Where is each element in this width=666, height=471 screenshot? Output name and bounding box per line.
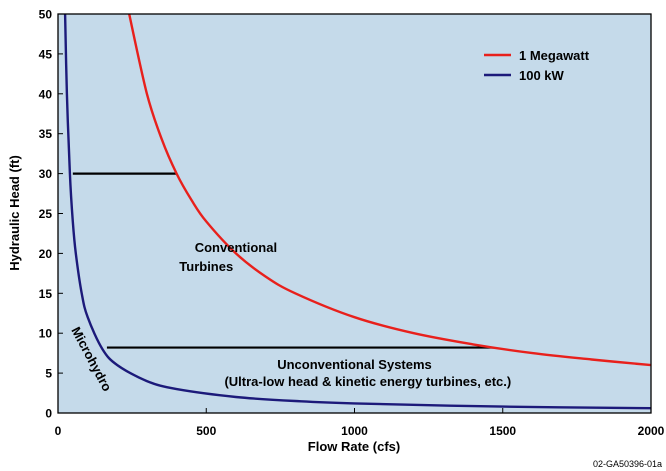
x-tick-label: 500 — [196, 424, 216, 438]
y-tick-label: 20 — [39, 247, 53, 261]
y-tick-label: 40 — [39, 87, 53, 101]
x-tick-label: 2000 — [638, 424, 665, 438]
y-tick-label: 35 — [39, 127, 53, 141]
y-tick-label: 0 — [45, 407, 52, 421]
y-tick-label: 15 — [39, 287, 53, 301]
y-tick-label: 50 — [39, 8, 53, 22]
series-lines — [63, 14, 651, 410]
legend-label-1-megawatt: 1 Megawatt — [519, 48, 590, 63]
y-tick-label: 45 — [39, 47, 53, 61]
y-tick-label: 5 — [45, 367, 52, 381]
y-tick-label: 25 — [39, 207, 53, 221]
y-axis-ticks: 0 5 10 15 20 25 30 35 40 45 50 — [39, 8, 63, 421]
series-line-1-megawatt — [128, 14, 651, 367]
x-tick-label: 1500 — [489, 424, 516, 438]
series-line-100-kw — [63, 14, 651, 410]
y-tick-label: 10 — [39, 327, 53, 341]
x-tick-label: 0 — [55, 424, 62, 438]
x-axis-label: Flow Rate (cfs) — [308, 439, 400, 454]
figure-code: 02-GA50396-01a — [593, 459, 662, 469]
y-axis-label: Hydraulic Head (ft) — [7, 155, 22, 271]
y-tick-label: 30 — [39, 167, 53, 181]
x-tick-label: 1000 — [341, 424, 368, 438]
reference-lines — [72, 172, 494, 349]
annotation-conventional: Conventional — [195, 240, 277, 255]
annotation-turbines: Turbines — [179, 259, 233, 274]
x-axis-ticks: 0 500 1000 1500 2000 — [55, 408, 665, 438]
legend-label-100-kw: 100 kW — [519, 68, 565, 83]
annotation-unconventional-systems: Unconventional Systems — [277, 357, 432, 372]
annotation-ultra-low-head-kinetic-energy-turbines-etc: (Ultra-low head & kinetic energy turbine… — [224, 374, 511, 389]
legend: 1 Megawatt 100 kW — [484, 48, 590, 83]
